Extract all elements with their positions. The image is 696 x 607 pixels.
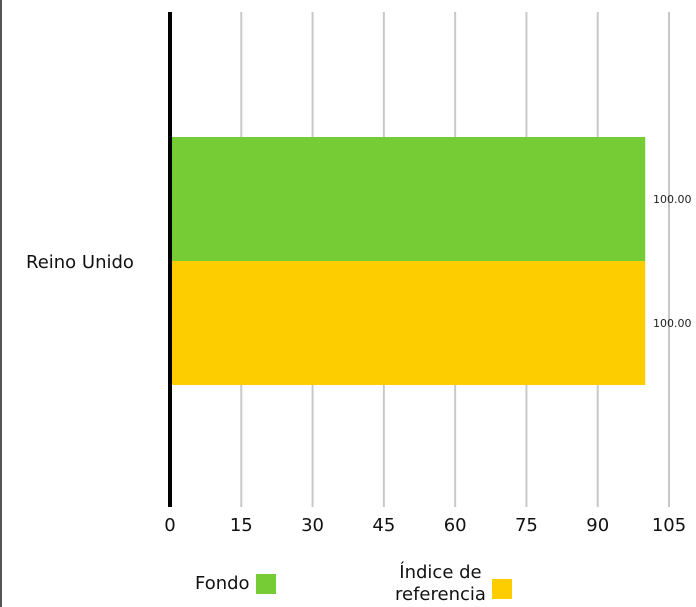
legend-swatch-indice <box>491 579 512 599</box>
x-tick-label: 45 <box>372 515 395 536</box>
x-tick-label: 15 <box>230 515 253 536</box>
legend-item-indice: Índice de referencia <box>395 562 512 606</box>
bar <box>170 261 646 385</box>
x-tick-label: 75 <box>515 515 538 536</box>
legend-label-fondo: Fondo <box>195 573 250 594</box>
bar <box>170 137 646 261</box>
data-label: 100.00 <box>653 317 692 330</box>
legend-label-indice-line2: referencia <box>395 584 486 605</box>
x-tick-label: 90 <box>586 515 609 536</box>
x-tick-label: 60 <box>444 515 467 536</box>
legend-label-indice: Índice de referencia <box>395 562 486 606</box>
x-tick-label: 0 <box>164 515 175 536</box>
category-label: Reino Unido <box>26 252 134 273</box>
legend-item-fondo: Fondo <box>195 573 276 595</box>
x-tick-label: 105 <box>652 515 686 536</box>
x-tick-label: 30 <box>301 515 324 536</box>
data-label: 100.00 <box>653 193 692 206</box>
legend-label-indice-line1: Índice de <box>399 562 482 583</box>
legend-swatch-fondo <box>255 574 276 594</box>
